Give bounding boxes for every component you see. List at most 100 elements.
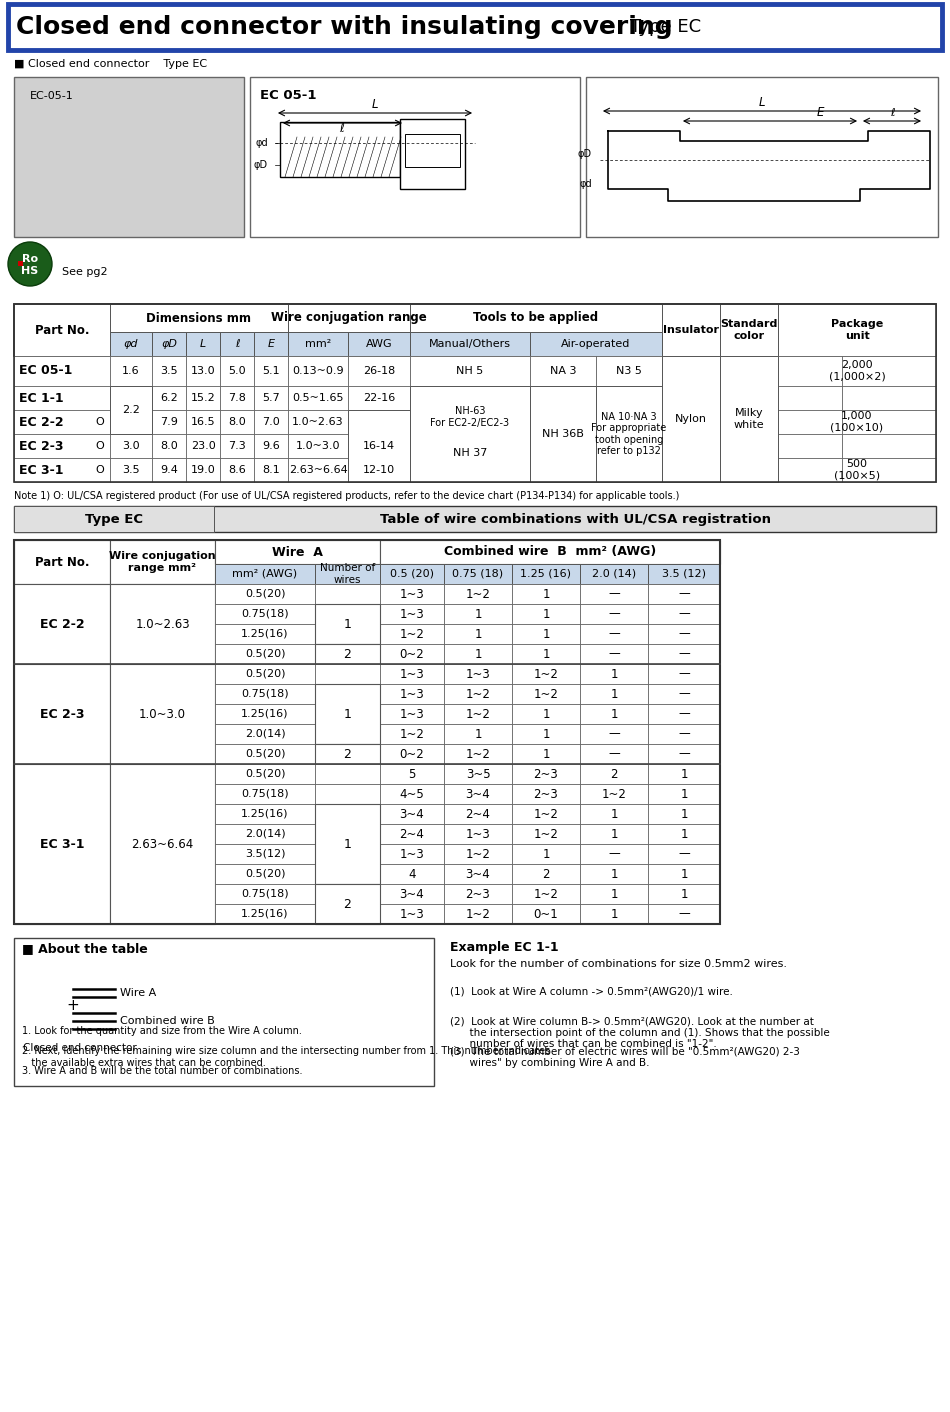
Bar	[410, 304, 662, 332]
Bar	[444, 604, 512, 624]
Text: EC 3-1: EC 3-1	[19, 463, 64, 476]
Bar	[220, 409, 254, 433]
Text: 2.0(14): 2.0(14)	[245, 729, 285, 738]
Text: 1~2: 1~2	[466, 688, 490, 700]
Text: 1: 1	[344, 617, 352, 631]
Text: O: O	[96, 417, 104, 426]
Text: —: —	[678, 707, 690, 720]
Text: —: —	[608, 627, 619, 641]
Bar	[720, 457, 778, 481]
Bar	[14, 539, 720, 923]
Text: 2: 2	[610, 768, 618, 781]
Text: 0.5(20): 0.5(20)	[245, 770, 285, 779]
Bar	[410, 356, 530, 385]
Text: 5.0: 5.0	[228, 366, 246, 376]
Bar	[720, 304, 778, 356]
Text: 13.0: 13.0	[191, 366, 216, 376]
Bar	[215, 884, 315, 904]
Bar	[215, 644, 315, 664]
Text: 1~2: 1~2	[534, 668, 559, 681]
Text: Wire conjugation
range mm²: Wire conjugation range mm²	[109, 551, 216, 573]
Bar	[512, 844, 580, 864]
Bar	[14, 385, 110, 409]
Text: 1: 1	[542, 727, 550, 740]
Bar	[380, 604, 444, 624]
Bar	[110, 385, 152, 433]
Bar	[400, 119, 465, 189]
Text: —: —	[678, 688, 690, 700]
Bar	[288, 409, 348, 433]
Text: 1~2: 1~2	[466, 847, 490, 860]
Text: 1.25(16): 1.25(16)	[241, 709, 289, 719]
Text: 8.6: 8.6	[228, 465, 246, 474]
Bar	[648, 664, 720, 683]
Bar	[410, 332, 530, 356]
Text: 26-18: 26-18	[363, 366, 395, 376]
Text: 1: 1	[610, 668, 618, 681]
Bar	[512, 744, 580, 764]
Bar	[220, 332, 254, 356]
Text: 1: 1	[680, 867, 688, 881]
Text: Type EC: Type EC	[85, 513, 143, 525]
Text: EC 2-3: EC 2-3	[19, 439, 64, 452]
Text: 1.25 (16): 1.25 (16)	[521, 569, 572, 579]
Text: 7.3: 7.3	[228, 441, 246, 450]
Bar	[778, 409, 842, 433]
Text: 3.5 (12): 3.5 (12)	[662, 569, 706, 579]
Bar	[186, 409, 220, 433]
Bar	[720, 385, 778, 409]
Text: O: O	[96, 441, 104, 450]
Bar	[110, 457, 152, 481]
Bar	[512, 904, 580, 923]
Bar	[14, 664, 110, 764]
Bar	[410, 356, 530, 385]
Text: 2: 2	[344, 898, 352, 911]
Bar	[14, 356, 110, 385]
Bar	[648, 683, 720, 705]
Text: Dimensions mm: Dimensions mm	[146, 312, 252, 325]
Text: N3 5: N3 5	[616, 366, 642, 376]
Text: 0~2: 0~2	[400, 747, 425, 761]
Text: φD: φD	[254, 160, 268, 169]
Text: 1: 1	[610, 888, 618, 901]
Text: Combined wire  B  mm² (AWG): Combined wire B mm² (AWG)	[444, 545, 656, 559]
Text: Number of
wires: Number of wires	[320, 563, 375, 585]
Bar	[380, 624, 444, 644]
Text: Manual/Others: Manual/Others	[429, 339, 511, 349]
Bar	[662, 356, 720, 385]
Text: Ro: Ro	[22, 254, 38, 264]
Bar	[444, 724, 512, 744]
Text: 0.5(20): 0.5(20)	[245, 748, 285, 760]
Text: 12-10: 12-10	[363, 465, 395, 474]
Bar	[254, 457, 288, 481]
Text: 8.0: 8.0	[161, 441, 178, 450]
Text: 0~1: 0~1	[534, 908, 559, 921]
Text: NH 36B: NH 36B	[542, 429, 584, 439]
Bar	[662, 409, 720, 433]
Text: 2. Next, identify the remaining wire size column and the intersecting number fro: 2. Next, identify the remaining wire siz…	[22, 1046, 550, 1067]
Text: 1~2: 1~2	[466, 587, 490, 600]
Bar	[662, 385, 720, 409]
Text: φd: φd	[124, 339, 139, 349]
Text: 1,000
(100×10): 1,000 (100×10)	[830, 411, 884, 433]
Text: 7.8: 7.8	[228, 393, 246, 402]
Bar	[580, 784, 648, 803]
Bar	[315, 705, 380, 724]
Text: 0.5(20): 0.5(20)	[245, 669, 285, 679]
Text: —: —	[678, 747, 690, 761]
Bar	[842, 457, 936, 481]
Bar	[720, 356, 778, 481]
Bar	[110, 664, 215, 764]
Bar	[648, 784, 720, 803]
Bar	[215, 844, 315, 864]
Text: 1~2: 1~2	[534, 688, 559, 700]
Bar	[14, 764, 110, 923]
Text: —: —	[608, 607, 619, 620]
Bar	[662, 433, 720, 457]
Bar	[315, 764, 380, 784]
Bar	[410, 409, 530, 433]
Bar	[580, 825, 648, 844]
Text: Closed end connector with insulating covering: Closed end connector with insulating cov…	[16, 16, 673, 40]
Text: 3.5(12): 3.5(12)	[245, 849, 285, 858]
Text: 5.1: 5.1	[262, 366, 280, 376]
